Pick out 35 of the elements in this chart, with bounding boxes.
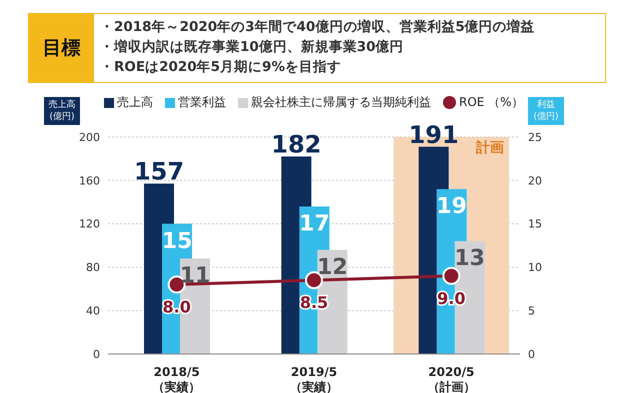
y2-tick-label: 10	[528, 261, 542, 274]
y-tick-label: 200	[79, 130, 100, 144]
data-label: 12	[317, 254, 348, 280]
y-tick-label: 160	[79, 174, 100, 188]
data-label: 13	[454, 246, 485, 272]
data-label: 19	[436, 194, 467, 220]
data-label: 17	[299, 211, 330, 236]
data-label: 157	[134, 158, 184, 186]
band-label: 計画	[475, 140, 504, 156]
x-tick-label: 2020/5 （計画）	[427, 365, 476, 393]
legend-label: 親会社株主に帰属する当期純利益	[251, 94, 431, 111]
x-tick-label: 2019/5 （実績）	[290, 365, 338, 393]
data-label: 15	[162, 228, 192, 254]
y-tick-label: 0	[93, 348, 100, 361]
chart-title: 目標	[29, 14, 94, 82]
legend-label: 営業利益	[178, 94, 226, 111]
legend-label: ROE （%）	[459, 94, 524, 111]
y-axis-title: 売上高 (億円)	[44, 97, 80, 125]
text: ・2018年～2020年の3年間で40億円の増収、営業利益5億円の増益	[100, 18, 535, 37]
y2-tick-label: 20	[528, 174, 542, 188]
data-label: 182	[271, 130, 322, 159]
y2-tick-label: 25	[528, 130, 542, 144]
y2-axis-title: 利益 (億円)	[528, 97, 564, 125]
text: ・ROEは2020年5月期に9%を目指す	[100, 58, 342, 77]
x-tick-label: 2018/5 （実績）	[152, 365, 201, 393]
y-tick-label: 80	[86, 261, 100, 274]
data-label: 191	[408, 120, 459, 149]
y2-tick-label: 0	[528, 348, 535, 361]
data-label: 11	[180, 264, 210, 289]
text: ・増収内訳は既存事業10億円、新規事業30億円	[100, 38, 405, 57]
y-tick-label: 40	[86, 304, 100, 318]
legend-label: 売上高	[117, 94, 153, 111]
y-tick-label: 120	[79, 218, 100, 231]
y2-tick-label: 15	[528, 218, 542, 231]
y2-tick-label: 5	[528, 304, 535, 318]
